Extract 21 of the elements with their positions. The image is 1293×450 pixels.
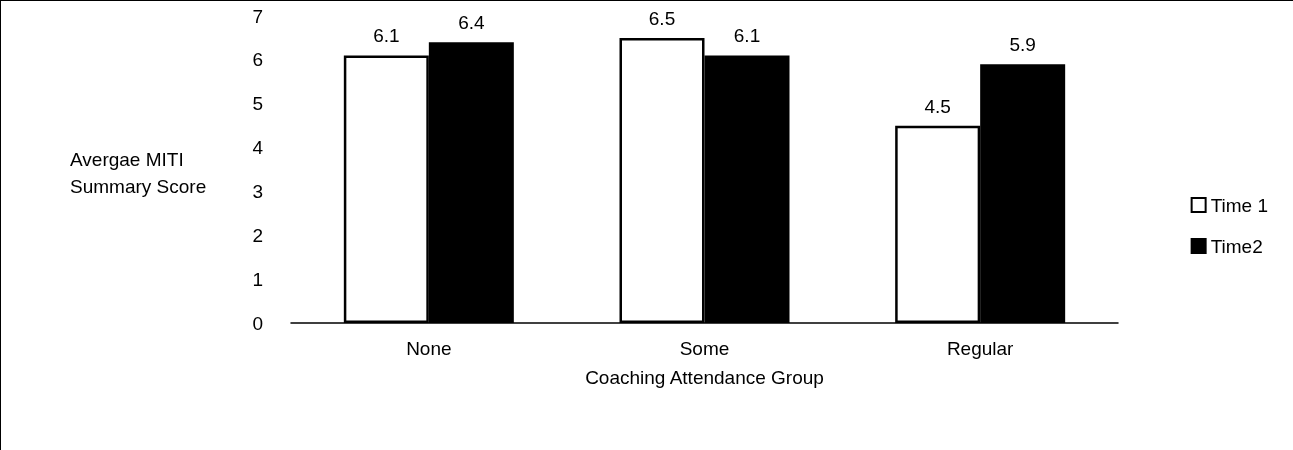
data-label: 4.5 [924,95,951,117]
y-tick-label: 4 [252,137,264,159]
y-axis-title: Avergae MITI Summary Score [70,149,207,197]
y-tick-label: 7 [252,5,263,27]
data-label: 6.5 [648,7,676,29]
x-axis-title: Coaching Attendance Group [585,367,824,388]
legend-label: Time2 [1210,235,1263,257]
x-tick-label: Regular [946,338,1015,359]
y-tick-label: 5 [252,93,263,115]
x-tick-label: Some [679,338,730,359]
legend-label: Time 1 [1210,194,1269,216]
data-label: 6.1 [733,25,761,47]
x-tick-label: None [406,338,452,359]
y-tick-label: 6 [252,49,263,71]
data-label: 6.4 [458,12,485,34]
y-tick-label: 1 [252,268,263,290]
y-tick-label: 3 [252,180,263,202]
data-label: 5.9 [1009,34,1036,56]
y-tick-label: 2 [252,224,263,246]
y-tick-label: 0 [252,312,263,334]
data-label: 6.1 [373,25,400,47]
